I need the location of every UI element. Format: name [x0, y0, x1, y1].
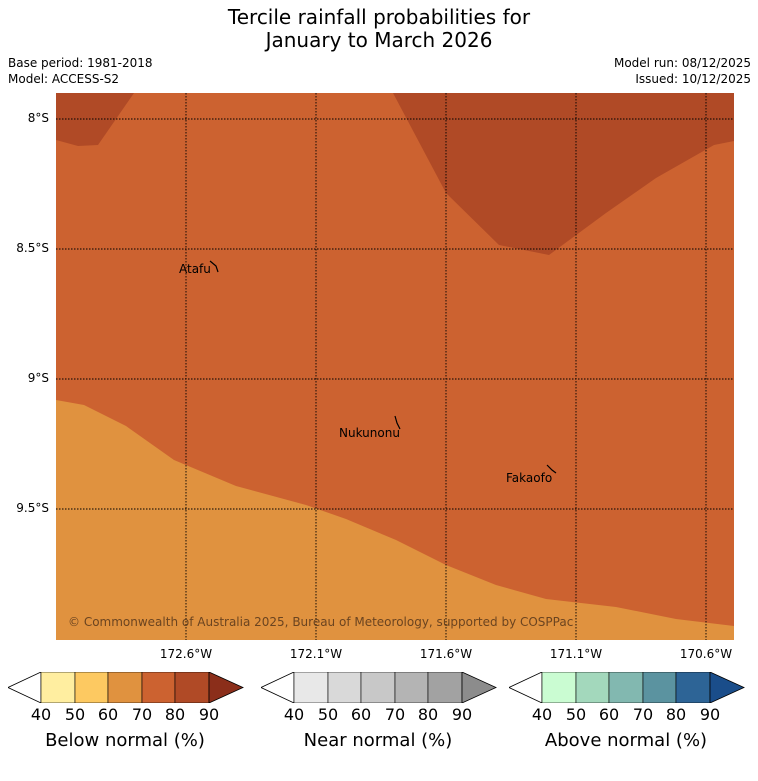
lat-label-8-5s: 8.5°S	[16, 241, 49, 255]
legend-near-normal-colorbar	[261, 672, 497, 703]
legend-above-normal-tick: 40	[531, 705, 553, 724]
region-below-80-90-west	[56, 93, 134, 146]
legend-above-normal-tick: 50	[565, 705, 587, 724]
legend-below-normal-over-arrow	[208, 672, 244, 703]
legend-above-normal-tick: 80	[665, 705, 687, 724]
nukunonu-atoll-outline	[394, 415, 401, 430]
copyright-notice: © Commonwealth of Australia 2025, Bureau…	[68, 615, 573, 629]
lon-label-170-6w: 170.6°W	[679, 647, 733, 661]
issued-date: Issued: 10/12/2025	[635, 72, 751, 86]
legend-below-normal-tick: 60	[97, 705, 119, 724]
atolls	[209, 260, 557, 474]
legend-near-normal-tick: 80	[417, 705, 439, 724]
legend-near-normal-tick: 60	[350, 705, 372, 724]
region-below-80-90-east	[393, 93, 734, 255]
legend-near-normal-tick: 70	[384, 705, 406, 724]
legend-below-normal-swatch	[107, 672, 143, 703]
legend-below-normal-swatch	[40, 672, 76, 703]
map-title-line1: Tercile rainfall probabilities for	[227, 5, 531, 29]
legend-above-normal-swatch	[575, 672, 610, 703]
legend-near-normal-swatch	[427, 672, 463, 703]
lat-label-8s: 8°S	[27, 111, 49, 125]
legend-near-normal-under-arrow	[261, 672, 295, 703]
legend-near-normal-tick: 40	[283, 705, 305, 724]
place-label-nukunonu: Nukunonu	[339, 426, 400, 440]
lon-label-171-1w: 171.1°W	[549, 647, 603, 661]
legend-near-normal-tick: 90	[451, 705, 473, 724]
legend-below-normal-swatch	[141, 672, 176, 703]
model-run: Model run: 08/12/2025	[613, 56, 751, 70]
lat-label-9-5s: 9.5°S	[16, 501, 49, 515]
legend-above-normal-colorbar	[509, 672, 745, 703]
legend-near-normal-swatch	[360, 672, 396, 703]
map-title-line2: January to March 2026	[265, 28, 493, 52]
base-period: Base period: 1981-2018	[8, 56, 153, 70]
legend-below-normal-swatch	[74, 672, 109, 703]
legend-above-normal-under-arrow	[509, 672, 543, 703]
legend-above-normal-tick: 70	[632, 705, 654, 724]
lat-label-9s: 9°S	[27, 371, 49, 385]
legend-above-normal-title: Above normal (%)	[544, 730, 708, 751]
legend-above-normal-swatch	[608, 672, 644, 703]
legend-below-normal-tick: 70	[131, 705, 153, 724]
legend-below-normal-title: Below normal (%)	[45, 730, 205, 751]
legend-near-normal-over-arrow	[461, 672, 497, 703]
legend-above-normal-over-arrow	[709, 672, 745, 703]
place-label-fakaofo: Fakaofo	[506, 471, 552, 485]
fakaofo-atoll-outline	[546, 464, 557, 474]
legend-below-normal-tick: 90	[198, 705, 220, 724]
legend-below-normal-tick: 50	[64, 705, 86, 724]
legend-near-normal-swatch	[394, 672, 429, 703]
legend-near-normal-swatch	[293, 672, 329, 703]
atafu-atoll-outline	[209, 260, 219, 273]
lon-label-171-6w: 171.6°W	[419, 647, 473, 661]
graticule	[56, 93, 734, 640]
lon-label-172-1w: 172.1°W	[289, 647, 343, 661]
legend-below-normal-tick: 40	[30, 705, 52, 724]
legend-above-normal-swatch	[541, 672, 577, 703]
legend-below-normal-tick: 80	[164, 705, 186, 724]
legend-above-normal-tick: 60	[598, 705, 620, 724]
legend-above-normal-swatch	[642, 672, 677, 703]
legend-above-normal-swatch	[675, 672, 711, 703]
rainfall-probability-map: Atafu Nukunonu Fakaofo © Commonwealth of…	[56, 93, 734, 640]
model-name: Model: ACCESS-S2	[8, 72, 120, 86]
legend-near-normal-tick: 50	[317, 705, 339, 724]
legend-above-normal-tick: 90	[699, 705, 721, 724]
place-label-atafu: Atafu	[179, 262, 211, 276]
legend-near-normal-swatch	[327, 672, 362, 703]
legend-below-normal-colorbar	[8, 672, 244, 703]
region-below-60-70	[56, 400, 734, 640]
legend-near-normal-title: Near normal (%)	[303, 730, 453, 751]
legend-below-normal-swatch	[174, 672, 210, 703]
lon-label-172-6w: 172.6°W	[159, 647, 213, 661]
legend-below-normal-under-arrow	[8, 672, 42, 703]
